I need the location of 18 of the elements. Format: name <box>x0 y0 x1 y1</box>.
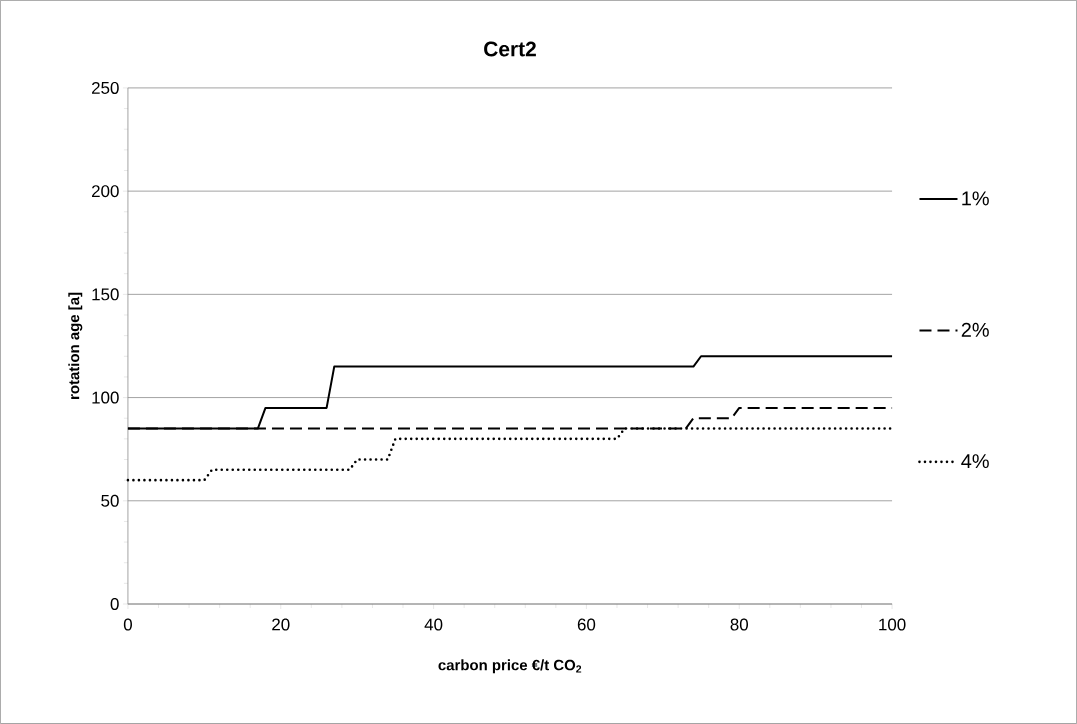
y-axis-title: rotation age [a] <box>68 292 83 399</box>
legend-label: 4% <box>961 454 989 469</box>
y-tick-label: 100 <box>92 391 119 404</box>
x-tick-label: 0 <box>123 618 132 631</box>
x-tick-label: 80 <box>730 618 749 631</box>
y-tick-label: 50 <box>101 494 119 507</box>
x-axis-title: carbon price €/t CO$_{2}$ <box>438 659 582 674</box>
chart-title: Cert2 <box>484 41 536 57</box>
legend-label: 2% <box>961 322 989 337</box>
y-tick-label: 250 <box>92 81 119 94</box>
y-tick-label: 200 <box>92 185 119 198</box>
x-tick-label: 60 <box>577 618 596 631</box>
y-tick-label: 0 <box>110 598 119 611</box>
y-tick-label: 150 <box>92 288 119 301</box>
x-tick-label: 20 <box>272 618 290 631</box>
legend-label: 1% <box>962 191 989 206</box>
x-tick-label: 40 <box>424 618 443 631</box>
x-tick-label: 100 <box>879 618 906 631</box>
